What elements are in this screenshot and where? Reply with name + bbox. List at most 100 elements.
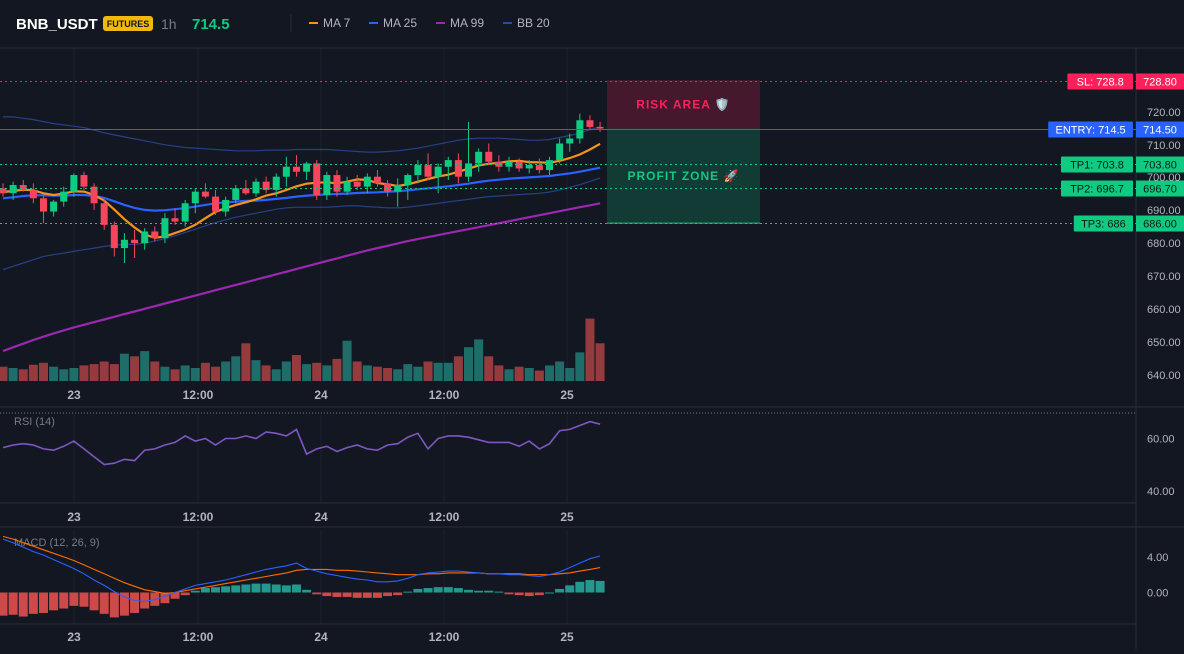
volume-bar[interactable] [393,369,403,381]
candle-body[interactable] [110,224,118,249]
volume-bar[interactable] [534,370,544,381]
candle-body[interactable] [50,201,58,212]
macd-hist-bar[interactable] [261,583,271,593]
candle-body[interactable] [141,231,149,244]
macd-hist-bar[interactable] [190,590,200,593]
volume-bar[interactable] [372,366,382,381]
volume-bar[interactable] [211,366,221,381]
volume-bar[interactable] [281,361,291,382]
macd-hist-bar[interactable] [241,584,251,593]
macd-hist-bar[interactable] [575,581,585,593]
macd-hist-bar[interactable] [322,592,332,597]
volume-bar[interactable] [8,368,18,381]
macd-hist-bar[interactable] [372,592,382,598]
candle-body[interactable] [292,166,300,172]
volume-bar[interactable] [79,365,89,381]
candle-body[interactable] [100,203,108,225]
volume-bar[interactable] [555,361,565,382]
volume-bar[interactable] [221,361,231,382]
volume-bar[interactable] [150,361,160,382]
volume-bar[interactable] [433,362,443,381]
macd-hist-bar[interactable] [494,591,504,593]
candle-body[interactable] [444,160,452,167]
candle-body[interactable] [90,186,98,204]
candle-body[interactable] [596,126,604,129]
volume-bar[interactable] [322,365,332,381]
volume-bar[interactable] [514,366,524,381]
macd-hist-bar[interactable] [211,587,221,593]
macd-hist-bar[interactable] [312,592,322,595]
volume-bar[interactable] [544,365,554,381]
macd-hist-bar[interactable] [69,592,79,606]
macd-hist-bar[interactable] [59,592,69,609]
macd-pane[interactable]: MACD (12, 26, 9) 4.00 0.00 [0,535,1168,625]
volume-bar[interactable] [200,362,210,381]
candle-body[interactable] [252,181,260,194]
volume-bar[interactable] [312,362,322,381]
macd-hist-bar[interactable] [362,592,372,598]
volume-bar[interactable] [109,364,119,381]
volume-bar[interactable] [423,361,433,382]
macd-hist-bar[interactable] [109,592,119,618]
macd-hist-bar[interactable] [464,589,474,593]
candle-body[interactable] [414,165,422,176]
volume-bar[interactable] [464,347,474,381]
rsi-pane[interactable]: RSI (14) 60.00 40.00 [0,412,1175,504]
volume-bar[interactable] [59,369,69,381]
volume-bar[interactable] [291,355,301,381]
macd-hist-bar[interactable] [585,580,595,593]
macd-hist-bar[interactable] [555,588,565,593]
volume-bar[interactable] [28,364,38,381]
price-axis[interactable]: 720.00 710.00 700.00 690.00 680.00 670.00 660.… [1147,107,1181,382]
macd-hist-bar[interactable] [302,589,312,593]
candle-body[interactable] [333,175,341,192]
volume-bar[interactable] [484,356,494,381]
volume-bar[interactable] [413,366,423,381]
macd-hist-bar[interactable] [130,592,140,613]
volume-bar[interactable] [474,339,484,381]
candle-body[interactable] [70,175,78,192]
volume-bar[interactable] [524,368,534,381]
candle-body[interactable] [212,196,220,212]
macd-hist-bar[interactable] [433,587,443,593]
macd-hist-bar[interactable] [251,583,261,593]
candle-body[interactable] [313,163,321,195]
candle-body[interactable] [191,191,199,204]
volume-bar[interactable] [504,369,514,381]
candle-body[interactable] [556,143,564,161]
volume-bar[interactable] [585,318,595,381]
candle-body[interactable] [535,165,543,171]
macd-hist-bar[interactable] [352,592,362,598]
macd-hist-bar[interactable] [28,592,38,614]
macd-hist-bar[interactable] [200,588,210,593]
volume-bar[interactable] [160,366,170,381]
volume-bar[interactable] [18,369,28,381]
macd-hist-bar[interactable] [119,592,129,616]
candle-body[interactable] [39,198,47,212]
volume-bar[interactable] [443,362,453,381]
candle-body[interactable] [505,161,513,167]
candle-body[interactable] [222,199,230,212]
candle-body[interactable] [151,231,159,239]
volume-bar[interactable] [119,353,129,381]
macd-hist-bar[interactable] [281,585,291,593]
volume-bar[interactable] [271,369,281,381]
symbol-name[interactable]: BNB_USDT [16,16,98,33]
candle-body[interactable] [282,166,290,177]
volume-bar[interactable] [332,358,342,381]
candle-body[interactable] [384,183,392,192]
candle-body[interactable] [120,239,128,249]
volume-bar[interactable] [170,369,180,381]
macd-main-line[interactable] [2,538,601,602]
macd-hist-bar[interactable] [180,592,190,596]
macd-hist-bar[interactable] [89,592,99,611]
volume-bar[interactable] [383,368,393,381]
candle-body[interactable] [272,176,280,190]
volume-bar[interactable] [403,364,413,381]
macd-hist-bar[interactable] [413,588,423,593]
macd-hist-bar[interactable] [524,592,534,597]
macd-hist-bar[interactable] [504,592,514,595]
candle-body[interactable] [232,188,240,200]
